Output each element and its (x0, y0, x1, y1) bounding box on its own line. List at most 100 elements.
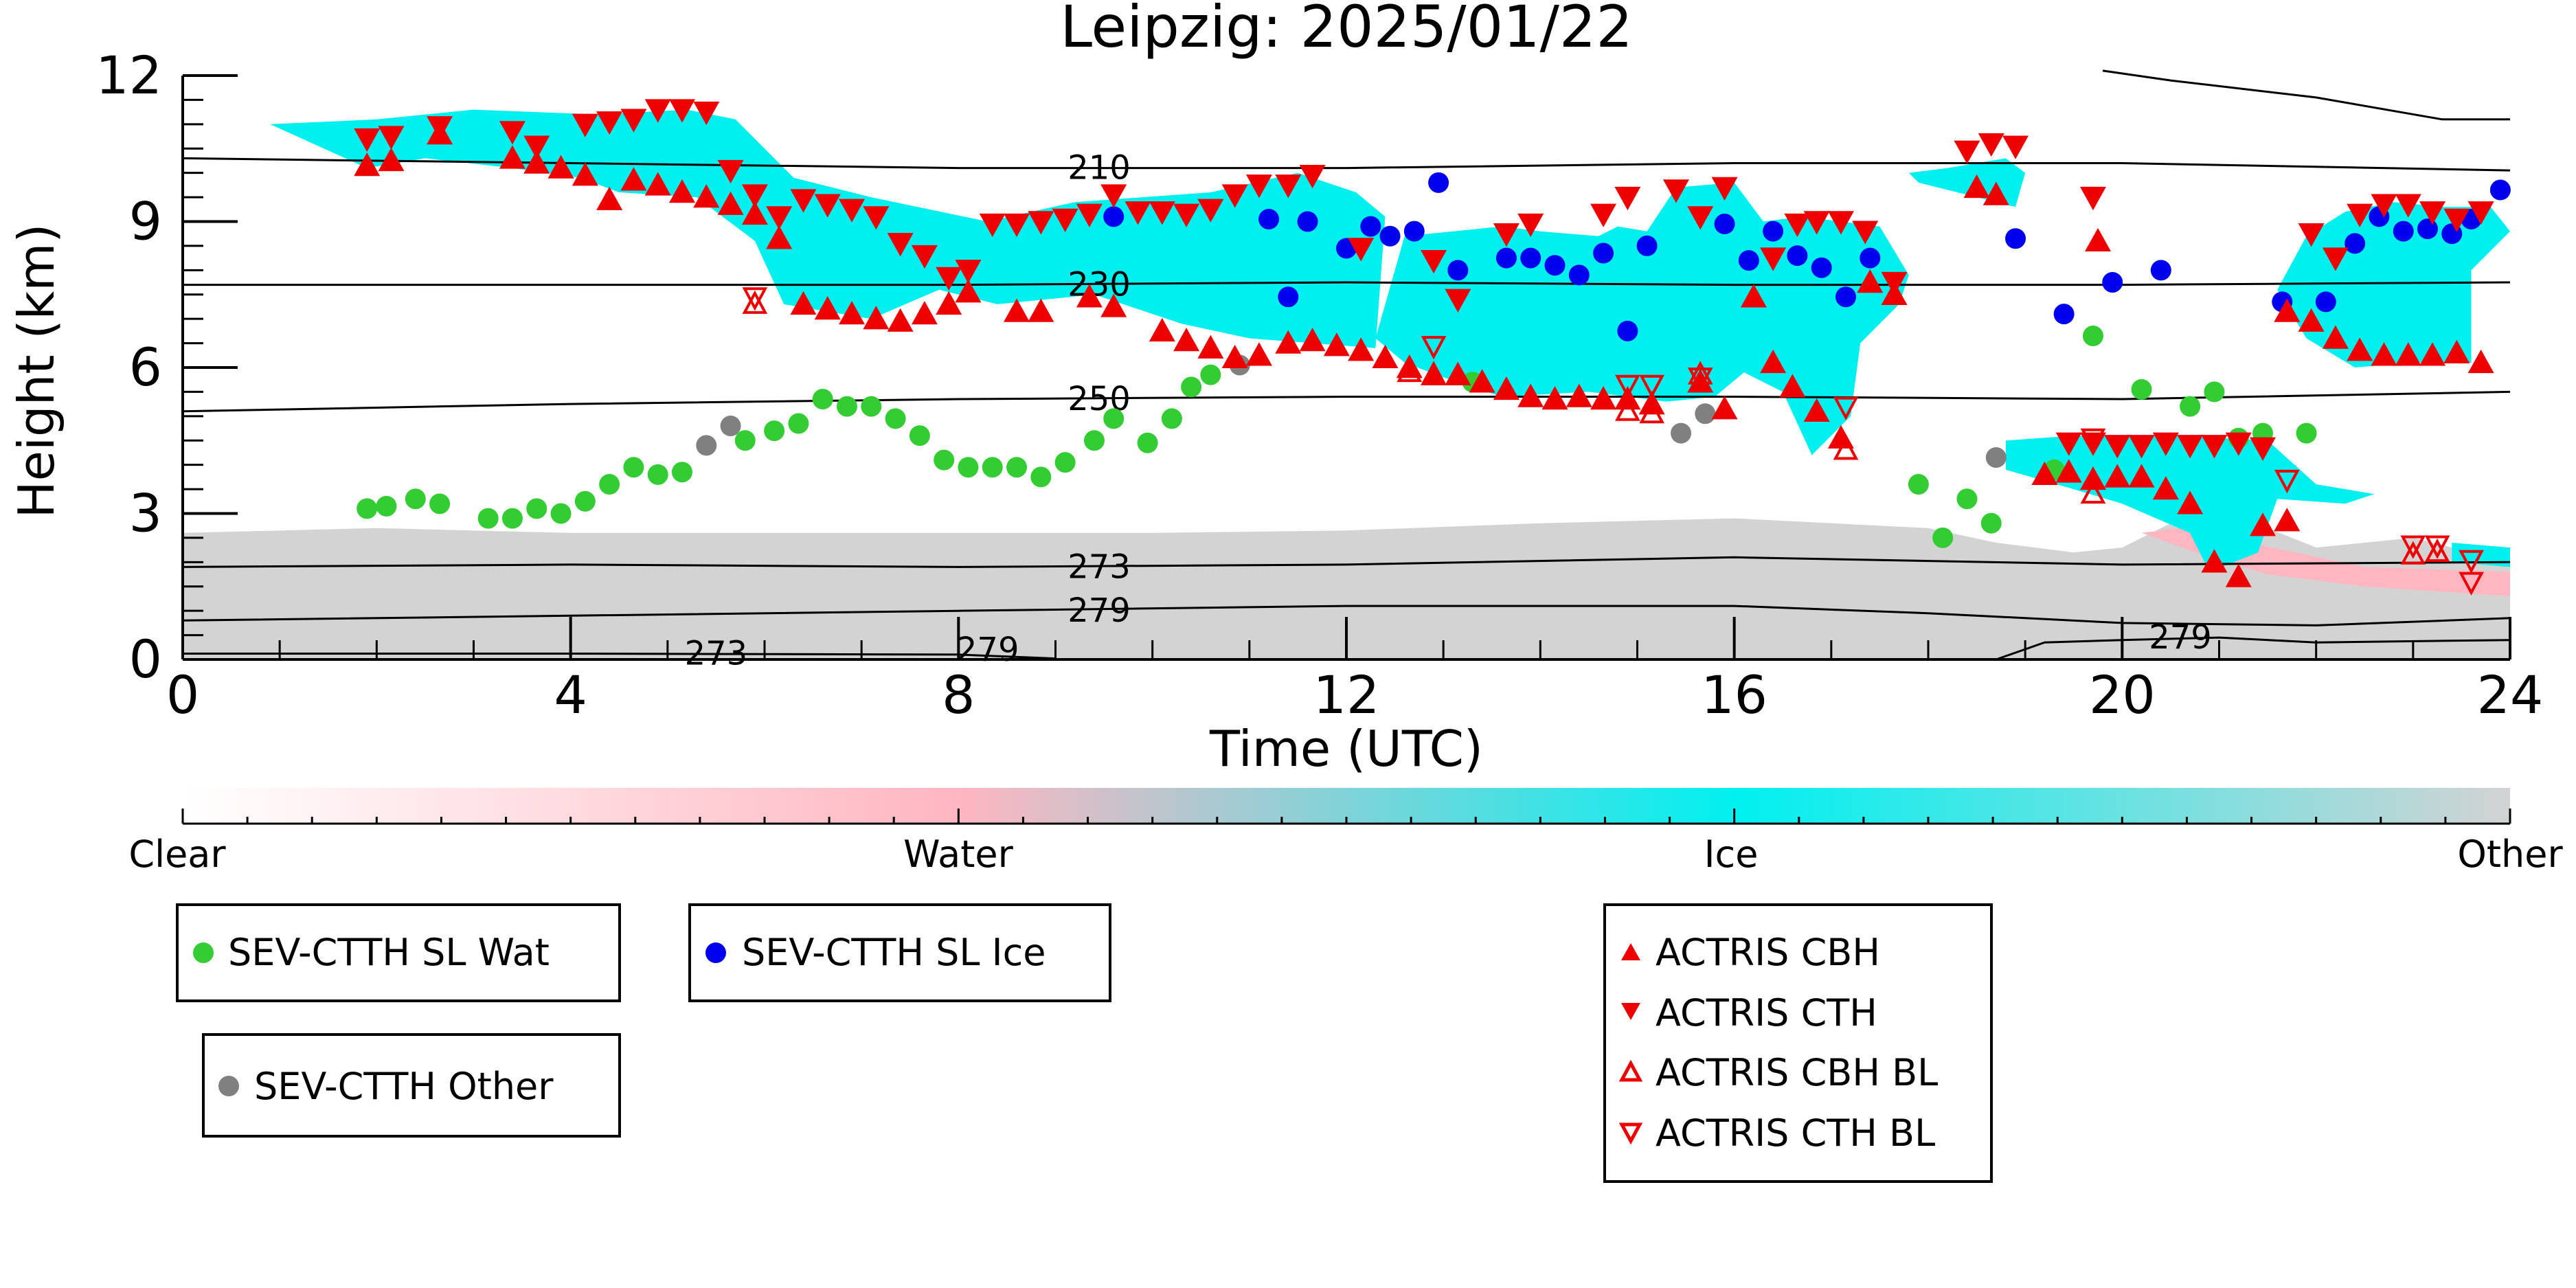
legend-label-sev-other: SEV-CTTH Other (254, 1065, 554, 1108)
marker-actris-cth (1784, 213, 1811, 238)
isotherm-label: 279 (2149, 618, 2212, 657)
marker-actris-cbh (1760, 349, 1787, 374)
marker-actris-cth-bl (2400, 535, 2426, 559)
marker-actris-cth (693, 101, 720, 126)
isotherm-line (182, 157, 2511, 172)
marker-actris-cth (766, 206, 793, 230)
marker-actris-cth (2467, 201, 2494, 225)
marker-sev-ctth-sl-ice (1763, 221, 1784, 242)
marker-actris-cbh-bl (1397, 358, 1423, 383)
legend-marker-sev-wat (193, 942, 214, 963)
marker-sev-ctth-sl-ice (2345, 233, 2366, 254)
marker-actris-cth (1245, 174, 1272, 199)
marker-sev-ctth-sl-wat (526, 498, 547, 519)
marker-actris-cbh (1028, 298, 1054, 322)
isotherm-label: 279 (1067, 591, 1131, 630)
marker-actris-cbh (2274, 298, 2301, 322)
marker-sev-ctth-sl-wat (1083, 430, 1105, 451)
marker-actris-cbh (2152, 476, 2179, 500)
marker-sev-ctth-sl-ice (2417, 218, 2439, 240)
marker-actris-cbh (887, 308, 914, 332)
marker-sev-ctth-sl-wat (1103, 408, 1125, 429)
marker-actris-cth (2225, 432, 2252, 456)
marker-sev-ctth-sl-wat (861, 396, 882, 417)
marker-actris-cbh (911, 301, 938, 325)
marker-actris-cth (499, 121, 526, 145)
y-axis-label: Height (km) (8, 224, 65, 519)
marker-actris-cth (1493, 223, 1519, 247)
marker-actris-cth-bl (1421, 336, 1447, 360)
marker-actris-cbh (693, 184, 720, 208)
marker-actris-cbh (839, 301, 866, 325)
marker-actris-cbh (1590, 386, 1617, 410)
marker-actris-cth (1590, 203, 1617, 227)
x-axis-label: Time (UTC) (1209, 720, 1483, 778)
marker-actris-cbh (2274, 508, 2301, 532)
marker-sev-ctth-sl-wat (1200, 364, 1221, 385)
legend-marker-sev-ice (705, 942, 726, 963)
marker-sev-ctth-sl-wat (885, 408, 906, 429)
legend-frame (1603, 903, 1993, 1183)
marker-actris-cth (1852, 221, 1879, 245)
marker-sev-ctth-sl-ice (1403, 221, 1425, 242)
marker-actris-cbh (1173, 328, 1200, 352)
marker-actris-cbh (1711, 396, 1738, 420)
marker-actris-cth-bl (2459, 572, 2484, 596)
legend-box-sev-ice: SEV-CTTH SL Ice (688, 903, 1111, 1002)
marker-actris-cbh (354, 152, 381, 177)
marker-actris-cbh (2371, 342, 2397, 366)
marker-actris-cbh (2031, 461, 2058, 486)
legend-label-actris-cth-bl: ACTRIS CTH BL (1656, 1111, 1935, 1155)
marker-actris-cth (2250, 437, 2276, 461)
marker-actris-cth-bl (2459, 550, 2484, 574)
marker-actris-cbh (790, 291, 817, 315)
marker-sev-ctth-sl-wat (2204, 381, 2225, 403)
isotherm-label: 210 (1067, 149, 1131, 188)
marker-actris-cth (1803, 211, 1830, 235)
marker-actris-cbh-bl (2424, 538, 2450, 563)
marker-sev-ctth-sl-ice (1617, 320, 1638, 341)
marker-actris-cbh-bl (1687, 361, 1713, 385)
marker-actris-cbh (2419, 342, 2446, 366)
x-tick-label: 24 (2477, 664, 2544, 725)
marker-sev-ctth-sl-wat (1980, 512, 2002, 534)
marker-actris-cth (1954, 140, 1980, 164)
isotherm-label: 273 (685, 635, 748, 673)
marker-actris-cth (1348, 238, 1375, 262)
marker-actris-cbh (1982, 181, 2009, 205)
marker-sev-ctth-sl-ice (1103, 206, 1125, 227)
marker-actris-cth (2104, 435, 2131, 459)
marker-actris-cth (644, 99, 671, 123)
marker-actris-cbh-bl (1833, 436, 1859, 460)
legend-frame (202, 1033, 621, 1138)
marker-actris-cbh (1245, 342, 1272, 366)
colorbar-label-water: Water (903, 833, 1013, 876)
marker-actris-cbh (2104, 464, 2131, 488)
marker-actris-cbh (1779, 374, 1806, 398)
marker-actris-cbh (499, 145, 526, 169)
marker-sev-ctth-sl-ice (1520, 247, 1541, 269)
marker-sev-ctth-sl-ice (1593, 242, 1614, 264)
marker-actris-cth (2079, 186, 2106, 211)
marker-sev-ctth-sl-ice (1297, 211, 1318, 232)
marker-actris-cbh (1493, 376, 1519, 400)
marker-sev-ctth-sl-wat (647, 464, 668, 485)
marker-actris-cbh (936, 291, 962, 315)
marker-actris-cbh (1541, 386, 1568, 410)
legend-label-sev-ice: SEV-CTTH SL Ice (742, 931, 1046, 974)
marker-sev-ctth-sl-wat (2082, 325, 2103, 346)
colorbar-ticks (181, 809, 2511, 824)
cloud-mask-layer (183, 109, 2510, 659)
marker-sev-ctth-sl-wat (1181, 376, 1202, 398)
legend-box-sev-other: SEV-CTTH Other (202, 1033, 621, 1138)
x-tick-label: 16 (1701, 664, 1767, 725)
marker-actris-cth-bl (1687, 368, 1713, 392)
marker-sev-ctth-other (1985, 447, 2007, 468)
marker-actris-cth (1173, 203, 1200, 227)
marker-actris-cth (741, 184, 768, 208)
marker-actris-cth (2055, 432, 2082, 456)
marker-sev-ctth-sl-wat (982, 457, 1003, 478)
marker-sev-ctth-sl-ice (1447, 260, 1469, 281)
marker-actris-cbh (2250, 512, 2276, 536)
